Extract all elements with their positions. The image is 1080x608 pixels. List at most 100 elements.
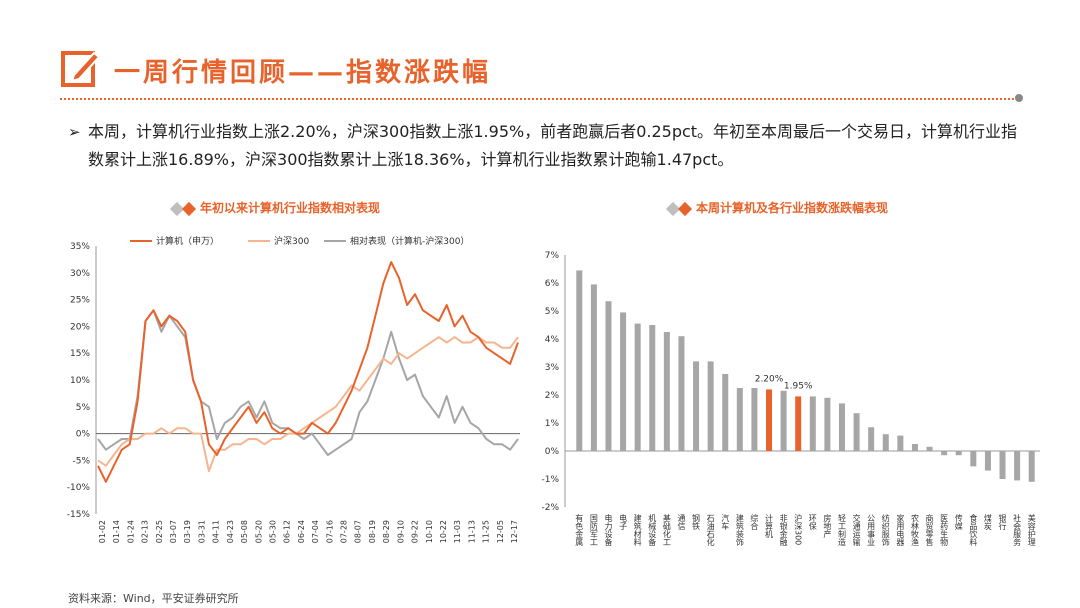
x-tick-label: 环保	[808, 514, 817, 531]
x-tick-label: 公用事业	[867, 514, 876, 546]
y-tick-label: -5%	[72, 456, 90, 466]
x-tick-label: 09-10	[396, 520, 405, 543]
x-tick-label: 家用电器	[896, 513, 905, 547]
x-tick-label: 03-07	[169, 520, 178, 543]
edit-pencil-icon	[61, 51, 101, 87]
series-line	[97, 336, 519, 473]
x-tick-label: 商贸零售	[925, 513, 934, 547]
bar	[722, 374, 729, 451]
x-tick-label: 电子	[619, 513, 628, 530]
source-note: 资料来源：Wind，平安证券研究所	[68, 592, 239, 605]
y-tick-label: 2%	[545, 391, 560, 401]
y-tick-label: 15%	[70, 349, 90, 359]
y-tick-label: 6%	[545, 279, 560, 289]
bar	[634, 323, 641, 451]
y-tick-label: 3%	[545, 363, 560, 373]
y-tick-label: 5%	[76, 403, 91, 413]
bar-chart-title: 本周计算机及各行业指数涨跌幅表现	[696, 201, 889, 215]
y-tick-label: 4%	[545, 335, 560, 345]
page-title: 一周行情回顾——指数涨跌幅	[114, 58, 492, 88]
x-tick-label: 煤炭	[983, 513, 992, 531]
line-chart-title-row: 年初以来计算机行业指数相对表现	[169, 199, 381, 216]
arrow-bullet-icon: ➢	[68, 123, 81, 141]
x-tick-label: 综合	[750, 513, 759, 531]
x-tick-label: 01-02	[98, 520, 107, 543]
x-tick-label: 电力设备	[604, 513, 613, 547]
bar	[955, 451, 962, 456]
x-tick-label: 11-25	[482, 520, 491, 543]
bar	[897, 435, 904, 451]
bar	[751, 388, 758, 451]
bar	[911, 444, 918, 451]
y-tick-label: 0%	[545, 447, 560, 457]
bar-value-label: 1.95%	[784, 381, 813, 391]
bar-value-label: 2.20%	[755, 374, 784, 384]
x-tick-label: 08-29	[382, 520, 391, 543]
x-tick-label: 11-03	[453, 520, 462, 543]
x-tick-label: 食品饮料	[969, 513, 978, 547]
x-tick-label: 10-10	[425, 520, 434, 543]
divider-end-dot	[1015, 94, 1023, 102]
y-tick-label: -10%	[67, 483, 91, 493]
x-tick-label: 农林牧渔	[910, 513, 919, 546]
line-chart-title: 年初以来计算机行业指数相对表现	[200, 201, 381, 215]
x-tick-label: 05-08	[240, 520, 249, 543]
bar	[649, 325, 656, 451]
x-tick-label: 04-11	[212, 520, 221, 543]
x-tick-label: 通信	[677, 513, 686, 531]
y-tick-label: 7%	[545, 251, 560, 261]
bar	[707, 361, 714, 451]
x-tick-label: 02-25	[155, 520, 164, 543]
bar	[766, 389, 773, 451]
y-tick-label: 30%	[70, 269, 90, 279]
x-tick-label: 石油石化	[706, 514, 715, 547]
summary-bullet: ➢ 本周，计算机行业指数上涨2.20%，沪深300指数上涨1.95%，前者跑赢后…	[68, 118, 1018, 174]
bar	[824, 397, 831, 451]
y-tick-label: -1%	[541, 475, 559, 485]
bar	[663, 332, 670, 451]
x-tick-label: 05-20	[254, 520, 263, 543]
x-tick-label: 建筑材料	[633, 513, 642, 547]
legend-label: 计算机（申万）	[156, 235, 219, 247]
series-line	[97, 261, 519, 483]
bar-chart: -2% -1% 0% 1% 2% 3% 4% 5% 6% 7% 有色金属 国防军工 电力设备 电子 建筑材料…	[541, 251, 1040, 547]
x-tick-label: 03-31	[197, 520, 206, 543]
bar	[999, 451, 1006, 479]
x-tick-label: 非银金融	[779, 513, 788, 547]
bar	[809, 396, 816, 451]
x-tick-label: 有色金属	[575, 513, 584, 547]
legend-label: 相对表现（计算机-沪深300）	[350, 235, 469, 247]
y-tick-label: -2%	[541, 503, 559, 513]
x-tick-label: 08-07	[354, 520, 363, 543]
bar	[605, 301, 612, 451]
x-tick-label: 轻工制造	[837, 513, 846, 547]
y-tick-label: 10%	[70, 376, 90, 386]
bar	[678, 336, 685, 451]
x-tick-label: 08-19	[368, 520, 377, 543]
x-tick-label: 12-17	[510, 520, 519, 543]
bar	[1028, 451, 1035, 482]
x-tick-label: 07-28	[340, 520, 349, 543]
x-tick-label: 07-16	[325, 520, 334, 543]
x-tick-label: 01-14	[112, 520, 121, 543]
x-tick-label: 05-30	[268, 520, 277, 543]
x-tick-label: 机械设备	[648, 513, 657, 547]
x-tick-label: 06-12	[283, 520, 292, 543]
bar	[868, 427, 875, 451]
x-tick-label: 钢铁	[692, 513, 701, 531]
y-tick-label: 5%	[545, 307, 560, 317]
bar	[620, 312, 627, 451]
x-tick-label: 银行	[998, 513, 1007, 531]
y-tick-label: 35%	[70, 242, 90, 252]
y-tick-label: 1%	[545, 419, 560, 429]
x-tick-label: 社会服务	[1013, 513, 1022, 547]
x-tick-label: 基础化工	[662, 513, 671, 546]
line-chart: -15% -10% -5% 0% 5% 10% 15% 20% 25% 30% 35% 01-02 01…	[67, 235, 520, 543]
bar	[970, 451, 977, 467]
x-tick-label: 02-13	[141, 520, 150, 543]
x-tick-label: 12-05	[496, 520, 505, 543]
title-divider	[60, 98, 1018, 100]
x-tick-label: 国防军工	[589, 514, 598, 546]
x-tick-label: 沪深300	[794, 513, 803, 545]
x-tick-label: 07-04	[311, 520, 320, 543]
